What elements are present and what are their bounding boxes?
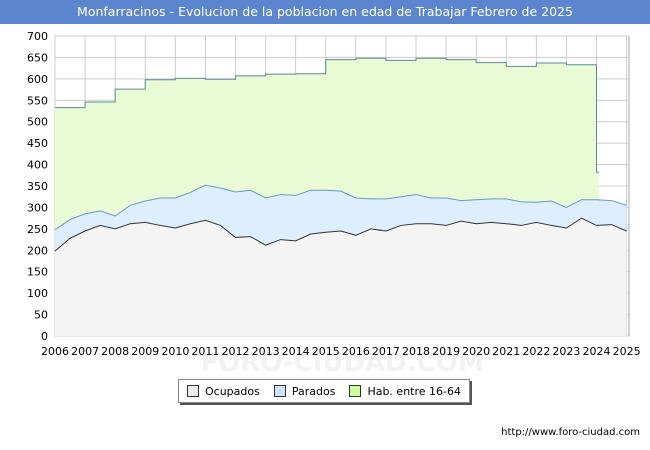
legend-item-parados: Parados — [273, 384, 336, 398]
area-ocupados — [55, 218, 627, 336]
y-tick-label: 350 — [27, 180, 48, 193]
x-axis: 2006 2007 2008 2009 2010 2011 2012 2013 2014 2015… — [41, 345, 641, 358]
x-tick-label: 2008 — [101, 345, 129, 358]
legend-swatch-ocupados — [186, 385, 199, 397]
x-tick-label: 2009 — [131, 345, 159, 358]
legend-label-ocupados: Ocupados — [204, 384, 260, 398]
x-tick-label: 2006 — [41, 345, 69, 358]
y-tick-label: 50 — [34, 309, 48, 322]
y-tick-label: 600 — [27, 73, 48, 86]
legend: Ocupados Parados Hab. entre 16-64 — [178, 379, 470, 403]
y-tick-label: 300 — [27, 201, 48, 214]
legend-label-habitantes: Hab. entre 16-64 — [367, 384, 461, 398]
x-tick-label: 2007 — [71, 345, 99, 358]
y-tick-label: 150 — [27, 266, 48, 279]
y-tick-label: 650 — [27, 51, 48, 64]
legend-swatch-parados — [273, 385, 286, 397]
y-tick-label: 250 — [27, 223, 48, 236]
y-tick-label: 700 — [27, 30, 48, 43]
x-tick-label: 2019 — [432, 345, 460, 358]
x-tick-label: 2010 — [161, 345, 189, 358]
line-ocupados — [54, 217, 627, 252]
x-tick-label: 2012 — [222, 345, 250, 358]
line-hab-entre-16-64 — [55, 57, 599, 173]
x-tick-label: 2015 — [312, 345, 340, 358]
source-url[interactable]: http://www.foro-ciudad.com — [501, 427, 640, 438]
legend-item-ocupados: Ocupados — [186, 384, 260, 398]
x-tick-label: 2011 — [191, 345, 219, 358]
x-tick-label: 2017 — [372, 345, 400, 358]
y-tick-label: 500 — [27, 116, 48, 129]
x-tick-label: 2013 — [252, 345, 280, 358]
legend-label-parados: Parados — [291, 384, 336, 398]
chart-title: Monfarracinos - Evolucion de la poblacio… — [0, 0, 650, 24]
x-tick-label: 2025 — [613, 345, 641, 358]
y-tick-label: 200 — [27, 244, 48, 257]
x-tick-label: 2022 — [522, 345, 550, 358]
y-tick-label: 550 — [27, 94, 48, 107]
x-tick-label: 2021 — [492, 345, 520, 358]
legend-item-habitantes: Hab. entre 16-64 — [349, 385, 461, 398]
x-tick-label: 2023 — [552, 345, 580, 358]
y-tick-label: 450 — [27, 137, 48, 150]
legend-swatch-habitantes — [349, 385, 362, 397]
y-tick-label: 0 — [41, 330, 48, 343]
y-tick-label: 100 — [27, 287, 48, 300]
series-areas — [54, 57, 627, 337]
y-tick-label: 400 — [27, 159, 48, 172]
x-tick-label: 2020 — [462, 345, 490, 358]
x-tick-label: 2016 — [342, 345, 370, 358]
x-tick-label: 2024 — [583, 345, 611, 358]
y-axis: 0 50 100 150 200 250 300 350 400 450 500 550 600 650 7… — [27, 30, 48, 343]
line-parados — [54, 184, 627, 231]
watermark: FORO-CIUDAD.COM — [200, 348, 483, 378]
x-tick-label: 2018 — [402, 345, 430, 358]
x-tick-label: 2014 — [282, 345, 310, 358]
